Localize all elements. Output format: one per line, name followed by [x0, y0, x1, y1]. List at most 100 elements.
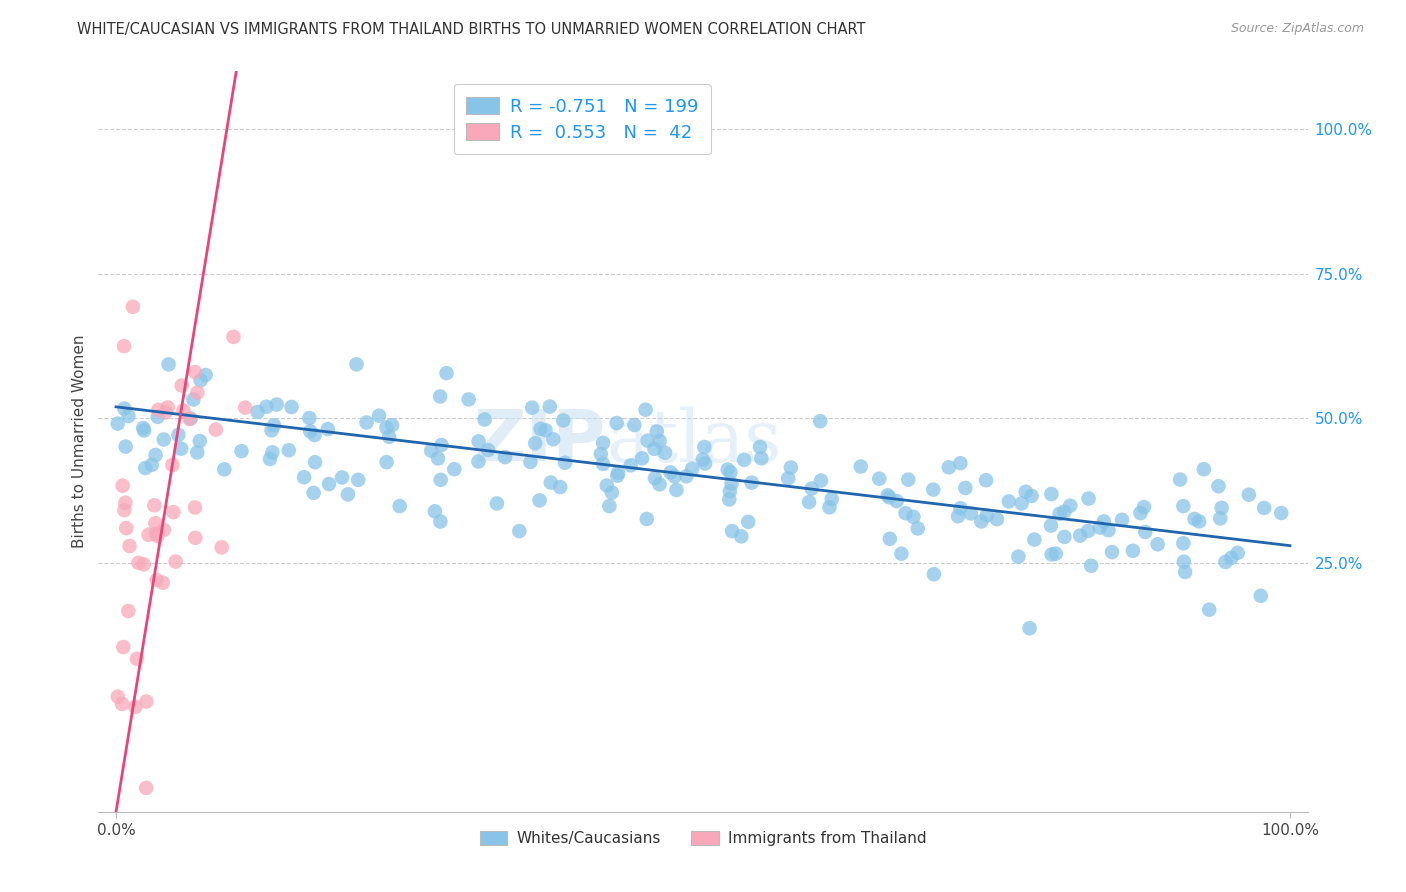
- Point: [1018, 621, 1040, 635]
- Point: [797, 495, 820, 509]
- Point: [1226, 546, 1249, 560]
- Point: [1192, 462, 1215, 476]
- Point: [529, 493, 551, 508]
- Point: [1211, 500, 1233, 515]
- Point: [998, 494, 1021, 508]
- Point: [1209, 511, 1232, 525]
- Point: [145, 516, 167, 531]
- Point: [1040, 487, 1063, 501]
- Point: [737, 515, 759, 529]
- Point: [121, 300, 143, 314]
- Point: [180, 411, 202, 425]
- Text: ZIP: ZIP: [474, 407, 606, 476]
- Point: [748, 440, 770, 454]
- Point: [1101, 545, 1123, 559]
- Point: [1173, 555, 1195, 569]
- Point: [1168, 473, 1191, 487]
- Point: [538, 400, 561, 414]
- Point: [1133, 500, 1156, 514]
- Y-axis label: Births to Unmarried Women: Births to Unmarried Women: [72, 334, 87, 549]
- Point: [141, 458, 163, 472]
- Point: [1208, 479, 1230, 493]
- Point: [810, 474, 832, 488]
- Point: [1039, 518, 1062, 533]
- Point: [156, 401, 179, 415]
- Point: [922, 567, 945, 582]
- Point: [170, 442, 193, 456]
- Point: [1174, 565, 1197, 579]
- Point: [184, 500, 207, 515]
- Point: [155, 405, 177, 419]
- Point: [188, 434, 211, 448]
- Point: [263, 418, 285, 433]
- Point: [955, 481, 977, 495]
- Point: [524, 436, 547, 450]
- Point: [1007, 549, 1029, 564]
- Point: [1198, 602, 1220, 616]
- Point: [821, 491, 844, 506]
- Point: [494, 450, 516, 464]
- Point: [114, 496, 136, 510]
- Point: [654, 446, 676, 460]
- Point: [436, 366, 458, 380]
- Point: [152, 575, 174, 590]
- Point: [429, 473, 451, 487]
- Point: [1092, 515, 1115, 529]
- Text: WHITE/CAUCASIAN VS IMMIGRANTS FROM THAILAND BIRTHS TO UNMARRIED WOMEN CORRELATIO: WHITE/CAUCASIAN VS IMMIGRANTS FROM THAIL…: [77, 22, 866, 37]
- Point: [800, 482, 823, 496]
- Point: [467, 454, 489, 468]
- Point: [1053, 505, 1076, 519]
- Point: [780, 460, 803, 475]
- Point: [222, 330, 245, 344]
- Point: [292, 470, 315, 484]
- Point: [170, 378, 193, 392]
- Point: [115, 521, 138, 535]
- Point: [598, 499, 620, 513]
- Point: [730, 529, 752, 543]
- Point: [907, 521, 929, 535]
- Point: [184, 531, 207, 545]
- Point: [1173, 536, 1195, 550]
- Point: [976, 508, 998, 523]
- Point: [457, 392, 479, 407]
- Point: [986, 512, 1008, 526]
- Point: [886, 494, 908, 508]
- Point: [1024, 533, 1046, 547]
- Point: [368, 409, 391, 423]
- Point: [636, 512, 658, 526]
- Point: [1270, 506, 1292, 520]
- Point: [485, 496, 508, 510]
- Point: [1077, 491, 1099, 506]
- Point: [375, 420, 398, 434]
- Point: [596, 478, 619, 492]
- Point: [631, 451, 654, 466]
- Point: [876, 488, 898, 502]
- Point: [1080, 558, 1102, 573]
- Point: [107, 690, 129, 704]
- Text: Source: ZipAtlas.com: Source: ZipAtlas.com: [1230, 22, 1364, 36]
- Point: [172, 403, 194, 417]
- Point: [125, 652, 148, 666]
- Point: [112, 339, 135, 353]
- Point: [153, 523, 176, 537]
- Point: [277, 443, 299, 458]
- Point: [112, 640, 135, 654]
- Point: [375, 455, 398, 469]
- Point: [260, 423, 283, 437]
- Point: [648, 434, 671, 448]
- Point: [1129, 506, 1152, 520]
- Point: [420, 443, 443, 458]
- Point: [124, 699, 146, 714]
- Point: [112, 401, 135, 416]
- Point: [146, 409, 169, 424]
- Point: [890, 547, 912, 561]
- Point: [751, 451, 773, 466]
- Point: [620, 458, 643, 473]
- Point: [607, 466, 630, 480]
- Point: [643, 442, 665, 456]
- Point: [190, 373, 212, 387]
- Point: [606, 468, 628, 483]
- Point: [1049, 507, 1071, 521]
- Point: [600, 485, 623, 500]
- Point: [280, 400, 302, 414]
